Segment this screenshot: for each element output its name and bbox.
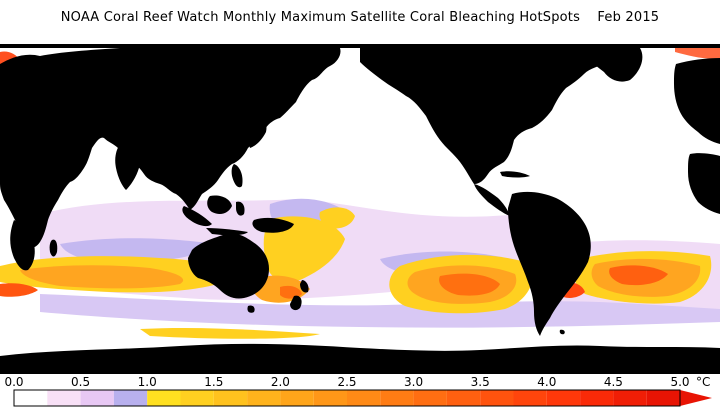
colorbar-arrow	[680, 390, 712, 406]
colorbar-tick-label: 4.5	[604, 375, 623, 389]
land-greenland	[580, 48, 643, 82]
land-cuba	[500, 171, 530, 178]
colorbar-tick-label: 0.0	[4, 375, 23, 389]
land-central-america	[474, 184, 510, 216]
colorbar-bin	[247, 390, 281, 406]
colorbar-bin	[580, 390, 614, 406]
land-madagascar	[49, 239, 58, 257]
colorbar-bin	[80, 390, 114, 406]
colorbar-bin	[180, 390, 214, 406]
colorbar-tick-label: 1.5	[204, 375, 223, 389]
land-new-zealand-south	[290, 295, 302, 311]
land-europe-right	[674, 58, 720, 144]
land-arctic-strip	[0, 44, 720, 48]
colorbar-bins	[14, 390, 680, 406]
red-south-atlantic	[609, 265, 668, 286]
red-new-zealand-west	[280, 285, 302, 299]
colorbar-tick-label: 1.0	[138, 375, 157, 389]
land-masses	[0, 44, 720, 374]
hotspot-map	[0, 44, 720, 374]
yellow-southern-strip	[140, 327, 320, 339]
colorbar-tick-label: 2.0	[271, 375, 290, 389]
land-eurasia-africa	[0, 48, 341, 249]
title-text: NOAA Coral Reef Watch Monthly Maximum Sa…	[60, 10, 581, 25]
land-india	[115, 144, 140, 190]
colorbar-tick-label: 2.5	[337, 375, 356, 389]
colorbar-bin	[313, 390, 347, 406]
land-new-guinea	[252, 217, 294, 233]
colorbar-bin	[14, 390, 48, 406]
colorbar-tick-label: 5.0	[670, 375, 689, 389]
land-southern-africa	[10, 220, 35, 271]
colorbar-bin	[446, 390, 481, 406]
colorbar-bin	[413, 390, 447, 406]
red-indian-west	[0, 283, 38, 297]
land-australia	[188, 233, 269, 299]
colorbar-bin	[380, 390, 414, 406]
colorbar-bin	[546, 390, 581, 406]
colorbar-tick-label: 3.5	[471, 375, 490, 389]
land-new-zealand-north	[300, 280, 309, 293]
land-falklands	[559, 329, 565, 335]
colorbar-frame	[13, 389, 681, 407]
colorbar-tick-label: 0.5	[71, 375, 90, 389]
colorbar-bin	[113, 390, 148, 406]
land-philippines	[231, 164, 243, 188]
title-date: Feb 2015	[597, 10, 660, 25]
land-south-america	[508, 191, 591, 336]
yellow-pacific-islands	[319, 207, 355, 229]
colorbar-bin	[480, 390, 514, 406]
hotspot-fields	[0, 44, 720, 339]
colorbar-bin	[646, 390, 680, 406]
colorbar: 0.0 0.5 1.0 1.5 2.0 2.5 3.0 3.5 4.0 4.5 5.0 °C	[4, 375, 712, 407]
colorbar-bin	[213, 390, 248, 406]
land-west-africa-right	[688, 153, 720, 214]
colorbar-tick-label: 4.0	[537, 375, 556, 389]
colorbar-tick-labels: 0.0 0.5 1.0 1.5 2.0 2.5 3.0 3.5 4.0 4.5 5.0	[4, 375, 689, 389]
land-tasmania	[247, 305, 255, 313]
colorbar-bin	[147, 390, 181, 406]
land-sumatra	[182, 206, 212, 227]
land-sulawesi	[236, 201, 245, 216]
colorbar-bin	[47, 390, 81, 406]
colorbar-bin	[613, 390, 647, 406]
colorbar-bin	[280, 390, 314, 406]
land-antarctica	[0, 343, 720, 374]
yellow-coral-sea	[263, 216, 345, 282]
map-title: NOAA Coral Reef Watch Monthly Maximum Sa…	[0, 10, 720, 34]
colorbar-unit: °C	[696, 375, 710, 389]
land-japan	[249, 115, 267, 148]
colorbar-tick-label: 3.0	[404, 375, 423, 389]
land-borneo	[207, 195, 232, 214]
colorbar-bin	[513, 390, 547, 406]
land-indochina	[174, 162, 196, 204]
orange-indian-belt	[20, 265, 184, 289]
land-korea	[238, 124, 247, 141]
land-north-america	[360, 48, 622, 184]
land-java	[206, 228, 248, 236]
red-south-pacific	[439, 273, 500, 296]
colorbar-bin	[347, 390, 381, 406]
